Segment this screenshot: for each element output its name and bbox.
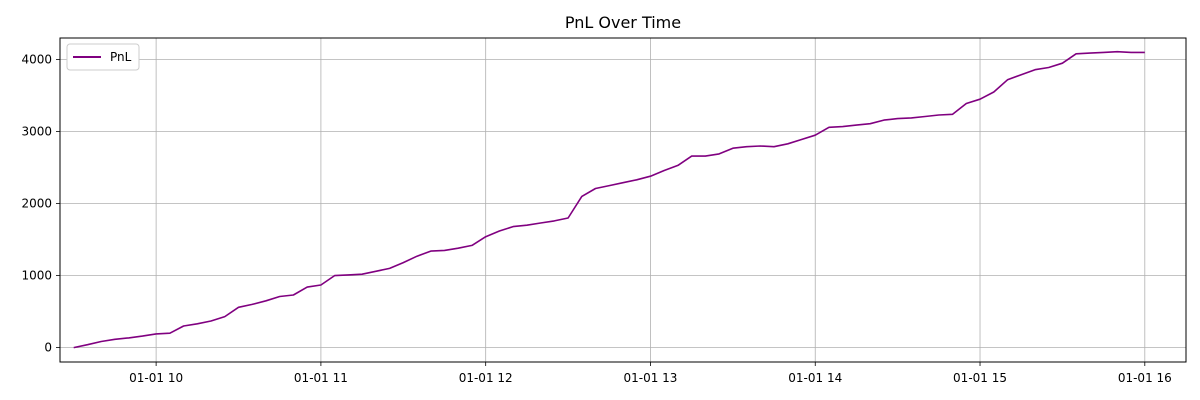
x-tick-label: 01-01 15 xyxy=(953,371,1007,385)
legend: PnL xyxy=(66,43,140,71)
x-tick-label: 01-01 10 xyxy=(129,371,183,385)
line-layer xyxy=(73,50,1145,349)
x-tick-label: 01-01 11 xyxy=(294,371,348,385)
series-line-pnl xyxy=(73,50,1145,349)
y-tick-label: 0 xyxy=(44,341,52,355)
x-tick-label: 01-01 13 xyxy=(623,371,677,385)
x-tick-label: 01-01 14 xyxy=(788,371,842,385)
chart-title: PnL Over Time xyxy=(565,13,681,32)
legend-box xyxy=(66,43,140,71)
legend-label-pnl: PnL xyxy=(110,50,132,64)
x-tick-label: 01-01 12 xyxy=(459,371,513,385)
y-tick-label: 3000 xyxy=(21,125,52,139)
y-tick-label: 4000 xyxy=(21,53,52,67)
plot-frame xyxy=(59,37,1187,363)
ticks: 01-01 10 01-01 11 01-01 12 01-01 13 01-01 14… xyxy=(21,53,1171,385)
grid xyxy=(60,38,1186,362)
x-tick-label: 01-01 16 xyxy=(1118,371,1172,385)
y-tick-label: 1000 xyxy=(21,269,52,283)
y-tick-label: 2000 xyxy=(21,197,52,211)
